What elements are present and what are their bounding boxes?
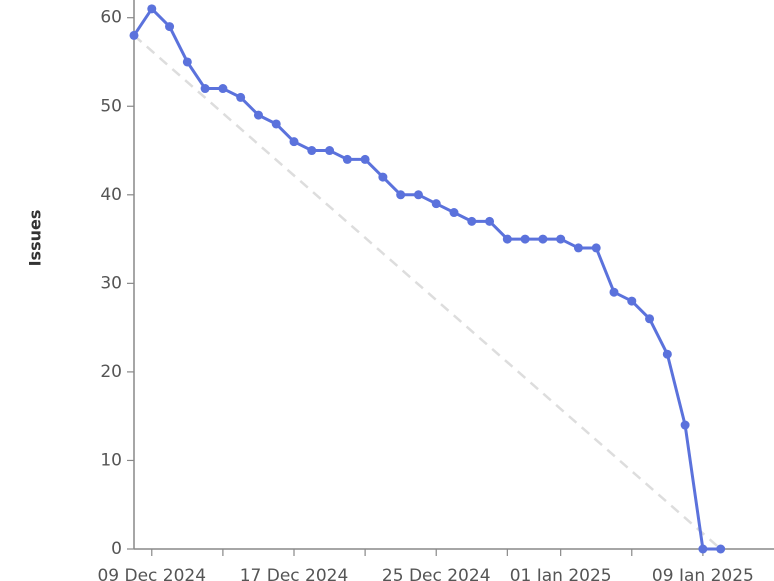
- y-tick-label: 50: [100, 96, 122, 116]
- data-point: [378, 172, 388, 182]
- data-point: [342, 154, 352, 164]
- data-point: [627, 296, 637, 306]
- x-tick-label: 01 Jan 2025: [510, 566, 612, 581]
- data-point: [289, 137, 299, 147]
- data-point: [645, 314, 655, 324]
- x-tick-label: 17 Dec 2024: [240, 566, 349, 581]
- data-point: [698, 544, 708, 554]
- data-point: [716, 544, 726, 554]
- data-point: [182, 57, 192, 67]
- y-tick-label: 10: [100, 450, 122, 470]
- data-point: [218, 84, 228, 94]
- data-line: [132, 7, 721, 551]
- data-point: [253, 110, 263, 120]
- y-axis-label: Issues: [26, 210, 45, 267]
- x-tick-label: 09 Jan 2025: [652, 566, 754, 581]
- data-point: [396, 190, 406, 200]
- data-point: [449, 208, 459, 218]
- data-point: [165, 22, 175, 32]
- data-point: [413, 190, 423, 200]
- data-point: [680, 420, 690, 430]
- data-point: [485, 216, 495, 226]
- data-point: [147, 4, 157, 14]
- y-tick-label: 0: [111, 539, 122, 559]
- data-point: [556, 234, 566, 244]
- data-point: [502, 234, 512, 244]
- data-point: [236, 92, 246, 102]
- x-tick-label: 25 Dec 2024: [382, 566, 491, 581]
- data-point: [467, 216, 477, 226]
- y-tick-label: 60: [100, 8, 122, 28]
- data-point: [325, 146, 335, 156]
- y-tick-label: 20: [100, 362, 122, 382]
- data-point: [200, 84, 210, 94]
- x-tick-label: 09 Dec 2024: [97, 566, 206, 581]
- data-point: [591, 243, 601, 253]
- data-point: [573, 243, 583, 253]
- data-point: [431, 199, 441, 209]
- y-tick-label: 30: [100, 273, 122, 293]
- data-point: [662, 349, 672, 359]
- data-point: [609, 287, 619, 297]
- y-tick-label: 40: [100, 185, 122, 205]
- data-point: [520, 234, 530, 244]
- data-point: [271, 119, 281, 129]
- data-point: [360, 154, 370, 164]
- data-point: [129, 30, 139, 40]
- data-point: [538, 234, 548, 244]
- ideal-line: [133, 34, 722, 550]
- data-point: [307, 146, 317, 156]
